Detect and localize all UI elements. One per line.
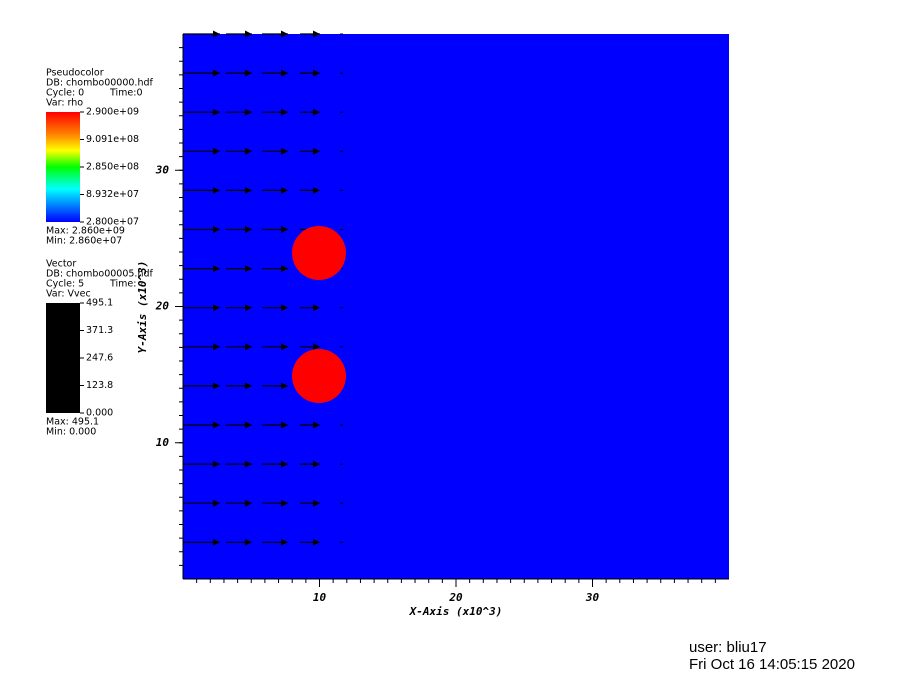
x-axis-title: X-Axis (x10^3) xyxy=(409,605,503,618)
user: user: bliu17 xyxy=(689,639,767,656)
density-blob xyxy=(292,349,346,403)
legend-db: DB: chombo00000.hdf xyxy=(46,78,153,89)
density-blob xyxy=(292,226,346,280)
date: Fri Oct 16 14:05:15 2020 xyxy=(689,656,855,673)
x-tick-label: 10 xyxy=(313,591,327,604)
legend-min: Min: 0.000 xyxy=(46,427,96,438)
y-axis-title: Y-Axis (x10^3) xyxy=(136,261,149,354)
legend-label: 2.850e+08 xyxy=(86,162,139,173)
legend-cycle: Cycle: 0 xyxy=(46,88,84,99)
legend-min: Min: 2.860e+07 xyxy=(46,236,122,247)
legend-label: 8.932e+07 xyxy=(86,189,139,200)
legend-label: 2.900e+09 xyxy=(86,107,139,118)
y-tick-label: 20 xyxy=(155,300,170,313)
x-tick-label: 20 xyxy=(448,591,463,604)
legend-label: 0.000 xyxy=(86,408,113,419)
legend-label: 2.800e+07 xyxy=(86,217,139,228)
legend-db: DB: chombo00005.hdf xyxy=(46,269,153,280)
y-tick-label: 30 xyxy=(155,163,170,176)
legend-time: Time: xyxy=(109,279,136,290)
vector-arrows xyxy=(183,30,343,546)
legend-cycle: Cycle: 5 xyxy=(46,279,84,290)
legend-title: Vector xyxy=(46,259,76,270)
color-bar xyxy=(46,112,80,222)
legend-var: Var: Vvec xyxy=(46,289,91,300)
x-tick-label: 30 xyxy=(585,591,600,604)
legend-var: Var: rho xyxy=(46,98,83,109)
legend-max: Max: 2.860e+09 xyxy=(46,226,125,237)
color-bar xyxy=(46,303,80,413)
legend-label: 247.6 xyxy=(86,353,113,364)
legend-label: 9.091e+08 xyxy=(86,134,139,145)
plot-field xyxy=(183,34,729,579)
legend-label: 495.1 xyxy=(86,298,113,309)
legend-label: 123.8 xyxy=(86,380,113,391)
legend-time: Time:0 xyxy=(109,88,143,99)
legend-max: Max: 495.1 xyxy=(46,417,99,428)
legend-label: 371.3 xyxy=(86,325,113,336)
legend-title: Pseudocolor xyxy=(46,68,104,79)
y-tick-label: 10 xyxy=(156,436,170,449)
